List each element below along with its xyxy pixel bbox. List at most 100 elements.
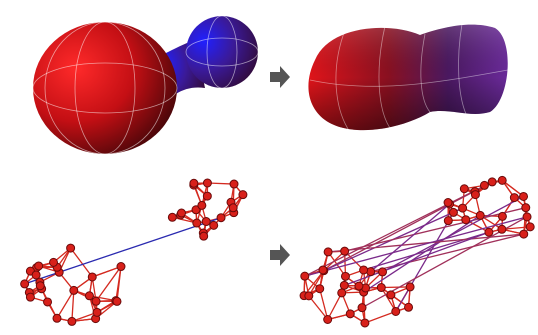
node: [405, 282, 415, 292]
node: [300, 271, 310, 281]
node: [484, 227, 494, 237]
node: [448, 207, 458, 217]
mesh-line: [32, 62, 178, 114]
node: [443, 198, 453, 208]
edge: [323, 181, 493, 272]
node: [228, 203, 238, 213]
node: [52, 313, 62, 323]
graphs: [20, 175, 535, 328]
mesh-lines: [32, 15, 259, 155]
node: [391, 306, 401, 316]
node: [116, 262, 126, 272]
edge: [380, 287, 397, 312]
node: [67, 316, 77, 326]
node: [35, 281, 45, 291]
edge: [344, 231, 490, 286]
node: [479, 180, 489, 190]
node: [315, 284, 325, 294]
node: [25, 292, 35, 302]
arrow: [270, 66, 290, 88]
edge: [327, 292, 343, 320]
node: [497, 211, 507, 221]
node: [519, 229, 529, 239]
arrow: [270, 244, 290, 266]
edge: [370, 203, 451, 273]
node: [323, 247, 333, 257]
edge: [344, 207, 526, 252]
node: [209, 220, 219, 230]
mesh-line: [206, 15, 238, 89]
node: [34, 261, 44, 271]
node: [229, 179, 239, 189]
node: [360, 318, 370, 328]
node: [87, 272, 97, 282]
mesh-line: [335, 29, 351, 133]
node: [191, 205, 201, 215]
node: [201, 217, 211, 227]
node: [404, 302, 414, 312]
edge: [381, 286, 411, 289]
node: [376, 283, 386, 293]
node: [339, 280, 349, 290]
mesh-line: [378, 25, 391, 129]
edge: [382, 195, 524, 273]
edge: [71, 290, 75, 322]
node: [509, 193, 519, 203]
node: [202, 191, 212, 201]
node: [386, 290, 396, 300]
node: [49, 257, 59, 267]
node: [458, 203, 468, 213]
node: [66, 243, 76, 253]
node: [497, 224, 507, 234]
node: [192, 218, 202, 228]
edge: [304, 181, 493, 277]
node: [199, 231, 209, 241]
node: [461, 215, 471, 225]
node: [521, 203, 531, 213]
node: [345, 309, 355, 319]
large-sphere: [33, 22, 177, 154]
node: [487, 177, 497, 187]
node: [31, 270, 41, 280]
edge: [364, 310, 396, 324]
edge: [370, 233, 524, 273]
node: [354, 281, 364, 291]
node: [340, 246, 350, 256]
node: [92, 307, 102, 317]
node: [112, 296, 122, 306]
node: [359, 265, 369, 275]
node: [167, 212, 177, 222]
mesh-line: [420, 33, 431, 113]
node: [497, 175, 507, 185]
edge: [304, 216, 528, 277]
node: [323, 315, 333, 325]
edge: [363, 214, 481, 293]
node: [459, 184, 469, 194]
shading: [308, 24, 508, 131]
node: [189, 178, 199, 188]
node: [91, 296, 101, 306]
node: [443, 216, 453, 226]
edge: [92, 265, 122, 278]
node: [216, 213, 226, 223]
node: [304, 291, 314, 301]
mesh-line: [458, 23, 467, 115]
node: [176, 208, 186, 218]
node: [378, 267, 388, 277]
node: [522, 212, 532, 222]
edge: [395, 212, 455, 312]
node: [43, 297, 53, 307]
edge: [116, 266, 122, 302]
edge: [95, 266, 122, 302]
edge: [308, 295, 329, 320]
mesh-line: [309, 69, 509, 87]
mesh-line: [185, 37, 259, 67]
node: [238, 190, 248, 200]
node: [20, 279, 30, 289]
node: [357, 303, 367, 313]
mesh-line: [44, 21, 166, 155]
node: [69, 285, 79, 295]
edge: [56, 290, 75, 319]
node: [84, 291, 94, 301]
